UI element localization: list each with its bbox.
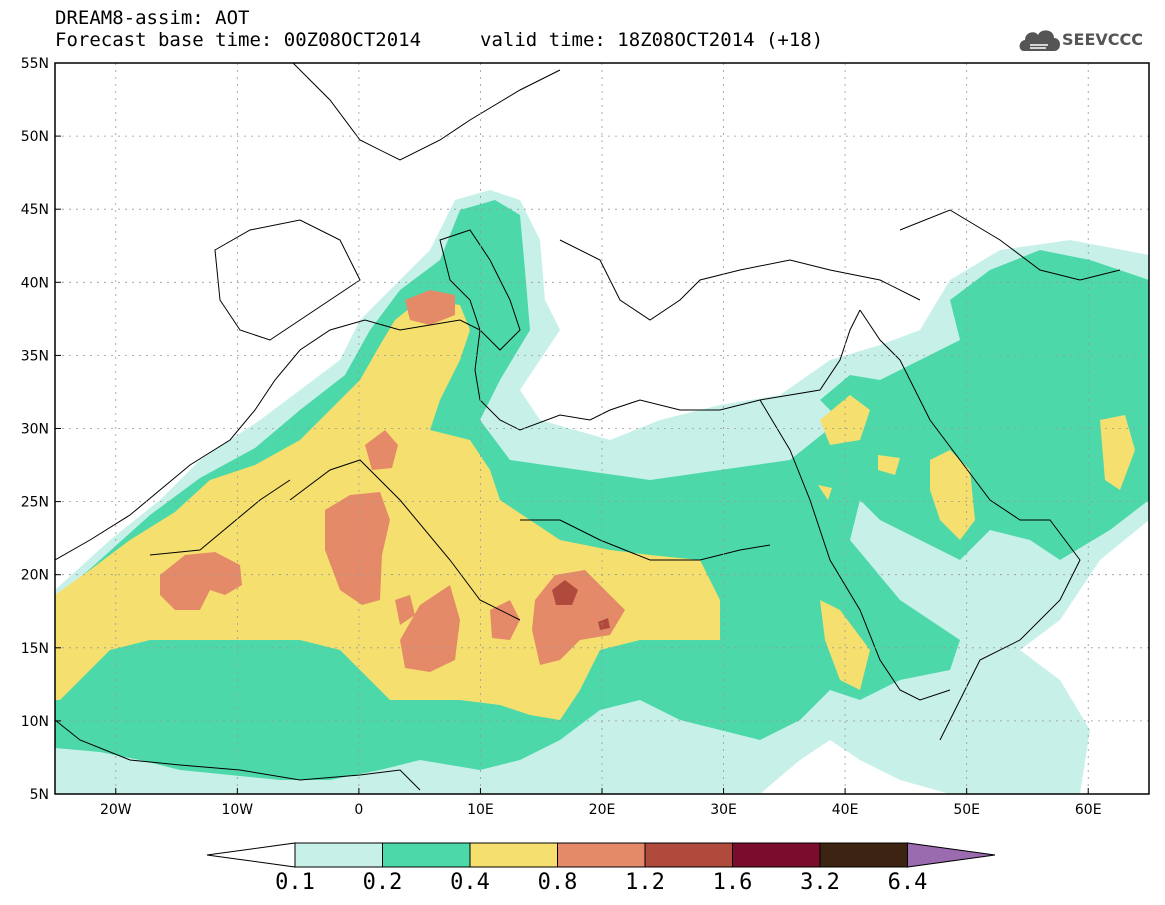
map-title: DREAM8-assim: AOT [55, 7, 250, 29]
colorbar-box [557, 842, 646, 868]
lon-tick-label: 20E [589, 802, 616, 818]
colorbar-label: 0.1 [275, 870, 315, 895]
colorbar-box [382, 842, 471, 868]
colorbar-box [732, 842, 821, 868]
colorbar-box [644, 842, 733, 868]
coastlines [55, 63, 1121, 791]
lon-tick-label: 40E [832, 802, 859, 818]
aot-contour-0.4 [818, 395, 1135, 690]
colorbar-box [294, 842, 383, 868]
lat-tick-label: 40N [21, 275, 49, 291]
lon-tick-label: 30E [710, 802, 737, 818]
forecast-base-time: Forecast base time: 00Z08OCT2014 [55, 29, 422, 51]
lon-tick-label: 10E [467, 802, 494, 818]
colorbar-label: 0.4 [450, 870, 490, 895]
lon-tick-label: 60E [1075, 802, 1102, 818]
lat-tick-label: 35N [21, 348, 49, 364]
lat-tick-label: 55N [21, 56, 49, 72]
lon-tick-label: 50E [953, 802, 980, 818]
colorbar-lower-triangle [206, 842, 296, 868]
colorbar-box [469, 842, 558, 868]
lat-tick-label: 45N [21, 202, 49, 218]
lon-tick-label: 0 [354, 802, 363, 818]
lat-tick-label: 15N [21, 641, 49, 657]
colorbar-label: 0.8 [537, 870, 578, 895]
lat-tick-labels: 5N 10N 15N 20N 25N 30N 35N 40N 45N 50N 55N [21, 56, 61, 803]
lon-tick-label: 10W [221, 802, 253, 818]
colorbar-box [819, 842, 908, 868]
cloud-icon [1019, 30, 1060, 51]
valid-time: valid time: 18Z08OCT2014 (+18) [480, 29, 824, 51]
aot-contour-0.8 [160, 290, 625, 672]
lat-tick-label: 20N [21, 568, 49, 584]
colorbar [206, 842, 996, 868]
colorbar-label: 6.4 [887, 870, 928, 895]
lat-tick-label: 50N [21, 129, 49, 145]
colorbar-upper-triangle [907, 842, 996, 868]
lon-tick-label: 20W [100, 802, 132, 818]
colorbar-label: 1.6 [712, 870, 753, 895]
gridlines [55, 63, 1149, 794]
lat-tick-label: 5N [30, 787, 49, 803]
lat-tick-label: 30N [21, 422, 49, 438]
lon-tick-labels: 20W 10W 0 10E 20E 30E 40E 50E 60E [100, 788, 1102, 818]
lat-tick-label: 25N [21, 495, 49, 511]
aot-contour-1.2 [552, 580, 610, 630]
colorbar-label: 1.2 [625, 870, 665, 895]
colorbar-label: 0.2 [362, 870, 403, 895]
logo-text: SEEVCCC [1062, 30, 1143, 49]
colorbar-label: 3.2 [800, 870, 840, 895]
lat-tick-label: 10N [21, 714, 49, 730]
